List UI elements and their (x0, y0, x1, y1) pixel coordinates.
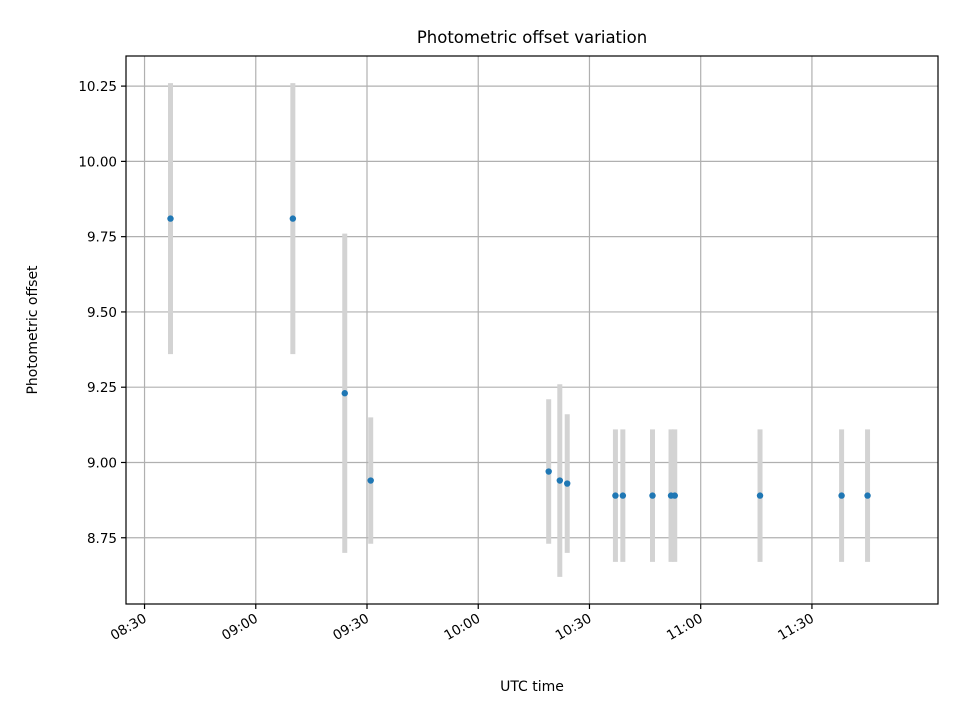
data-point (289, 215, 297, 222)
plot-area-frame (125, 55, 939, 605)
y-tick-label: 8.75 (87, 531, 117, 547)
data-point (341, 390, 348, 397)
data-point (649, 492, 656, 499)
y-tick-label: 9.75 (87, 230, 117, 246)
data-point (167, 215, 174, 222)
data-point (556, 477, 564, 484)
grid-layer (126, 56, 938, 604)
chart-title: Photometric offset variation (417, 28, 647, 47)
data-point (838, 492, 845, 499)
point-layer (167, 215, 871, 499)
data-point (612, 492, 619, 499)
y-axis-label: Photometric offset (25, 265, 41, 395)
y-tick-label: 10.00 (78, 154, 117, 170)
data-point (367, 477, 374, 484)
data-point (671, 492, 678, 499)
data-point (864, 492, 871, 499)
data-point (545, 468, 552, 475)
y-tick-label: 10.25 (78, 79, 117, 95)
data-point (564, 480, 571, 487)
data-point (619, 492, 627, 499)
x-axis-label: UTC time (500, 679, 564, 695)
data-point (756, 492, 764, 499)
y-tick-label: 9.25 (87, 380, 117, 396)
y-tick-label: 9.00 (87, 455, 117, 471)
y-tick-label: 9.50 (87, 305, 117, 321)
